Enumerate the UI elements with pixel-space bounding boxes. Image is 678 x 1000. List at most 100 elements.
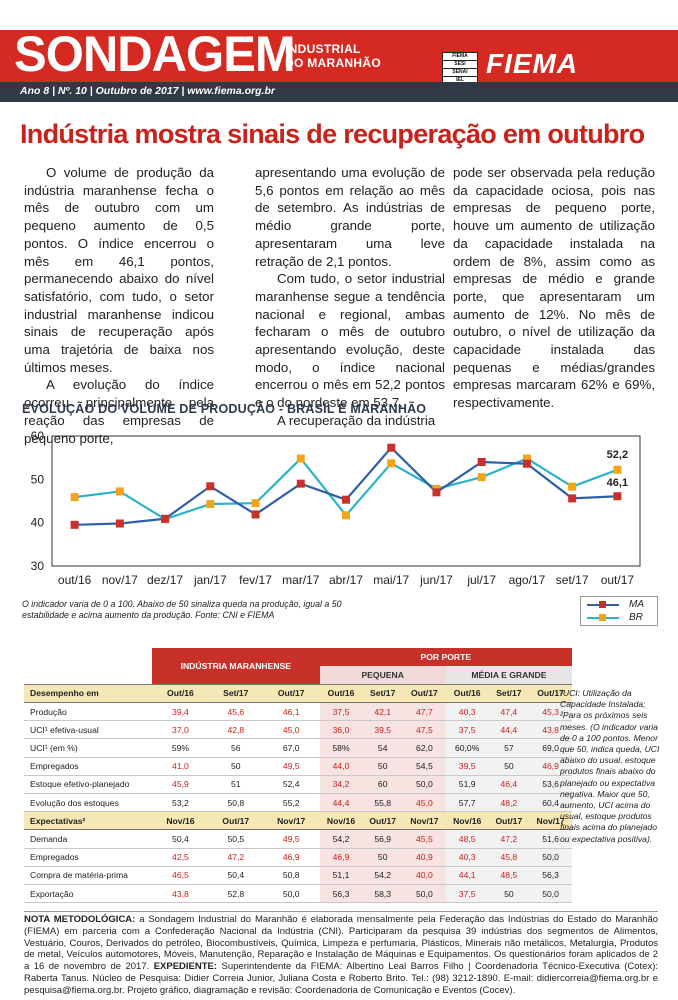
table-cell: 34,2 xyxy=(319,775,363,795)
legend-item-ma: MA xyxy=(587,599,657,611)
subgroup-media: MÉDIA E GRANDE xyxy=(445,666,572,685)
table-group-header: INDÚSTRIA MARANHENSE POR PORTE xyxy=(24,648,572,685)
logo-item: FIEMA xyxy=(443,53,477,61)
table-row: Estoque efetivo-planejado 45,9 51 52,4 34,2 6… xyxy=(24,775,572,795)
table-cell: 36,0 xyxy=(319,720,363,740)
column-header: Out/17 xyxy=(208,811,263,831)
plot-frame xyxy=(51,435,641,567)
table-cell: 60,4 xyxy=(529,793,572,813)
table-cell: 56,3 xyxy=(319,884,363,904)
table-cell: 39,5 xyxy=(445,757,489,776)
data-point-ma xyxy=(115,519,124,528)
legend-item-br: BR xyxy=(587,612,657,624)
row-label: Exportação xyxy=(24,884,152,904)
data-point-ma xyxy=(70,520,79,529)
x-tick-label: jan/17 xyxy=(193,573,227,587)
table-row: Demanda 50,4 50,5 49,5 54,2 56,9 45,5 48,5 47,2 5… xyxy=(24,829,572,849)
column-header: Out/17 xyxy=(403,683,446,704)
empty-cell xyxy=(24,648,152,666)
expediente-label: EXPEDIENTE: xyxy=(153,961,218,973)
table-cell: 47,2 xyxy=(488,829,530,849)
data-point-br xyxy=(70,493,79,502)
table-row: Produção 39,4 45,6 46,1 37,5 42,1 47,7 40,3 47,4… xyxy=(24,702,572,722)
table-cell: 55,2 xyxy=(262,793,320,813)
row-label: UCI¹ (em %) xyxy=(24,738,152,758)
table-cell: 54 xyxy=(362,738,403,758)
table-cell: 45,0 xyxy=(262,720,320,740)
series-line-br xyxy=(74,456,618,521)
table-cell: 42,1 xyxy=(362,702,403,722)
group-porte: POR PORTE xyxy=(319,648,572,667)
article-headline: Indústria mostra sinais de recuperação e… xyxy=(20,119,645,149)
data-point-br xyxy=(387,459,396,468)
data-label-br: 52,2 xyxy=(607,449,628,461)
column-header: Out/17 xyxy=(262,683,320,704)
table-cell: 67,0 xyxy=(262,738,320,758)
section-label: Desempenho em xyxy=(24,683,152,704)
table-cell: 54,5 xyxy=(403,757,446,776)
table-cell: 57 xyxy=(488,738,530,758)
data-point-ma xyxy=(387,443,396,452)
data-point-ma xyxy=(568,494,577,503)
data-point-br xyxy=(296,454,305,463)
table-cell: 50,5 xyxy=(208,829,263,849)
paragraph: O volume de produção da indústria maranh… xyxy=(24,165,214,375)
data-point-br xyxy=(342,511,350,520)
subtitle-line-1: INDUSTRIAL xyxy=(285,42,361,56)
column-header: Out/17 xyxy=(488,811,530,831)
data-point-ma xyxy=(251,510,260,519)
paragraph: apresentando uma evolução de 5,6 pontos … xyxy=(255,165,445,269)
column-header: Out/17 xyxy=(362,811,403,831)
table-cell: 50,0 xyxy=(262,884,320,904)
table-cell: 45,6 xyxy=(208,702,263,722)
section-label: Expectativas² xyxy=(24,811,152,831)
table-row: Evolução dos estoques 53,2 50,8 55,2 44,4 55,… xyxy=(24,793,572,813)
masthead-title: SONDAGEM xyxy=(14,26,296,82)
table-cell: 57,7 xyxy=(445,793,489,813)
table-cell: 37,5 xyxy=(445,884,489,904)
row-label: Empregados xyxy=(24,757,152,776)
table-cell: 50,4 xyxy=(152,829,209,849)
text-column-1: O volume de produção da indústria maranh… xyxy=(24,164,214,447)
table-cell: 37,5 xyxy=(319,702,363,722)
data-point-ma xyxy=(432,488,441,497)
y-tick-label: 40 xyxy=(31,516,45,530)
table-cell: 40,3 xyxy=(445,848,489,867)
fiema-logo: FIEMA SESI SENAI IEL FIEMA xyxy=(442,46,662,86)
column-header: Nov/17 xyxy=(403,811,446,831)
table-cell: 44,0 xyxy=(319,757,363,776)
table-cell: 47,4 xyxy=(488,702,530,722)
table-cell: 50,0 xyxy=(403,884,446,904)
table-cell: 50,4 xyxy=(208,866,263,885)
table-cell: 43,8 xyxy=(529,720,572,740)
table-cell: 59% xyxy=(152,738,209,758)
legend-marker-br xyxy=(599,614,606,621)
masthead-band xyxy=(0,30,678,82)
table-row: UCI¹ (em %) 59% 56 67,0 58% 54 62,0 60,0% 57 69,0 xyxy=(24,738,572,758)
x-tick-label: set/17 xyxy=(556,573,589,587)
empty-cell xyxy=(24,666,152,684)
paragraph: pode ser observada pela redução da capac… xyxy=(453,165,655,411)
paragraph: A recuperação da indústria xyxy=(277,412,436,428)
expediente-text: Superintendente da FIEMA: Albertino Leal… xyxy=(24,961,658,996)
table-row: Empregados 42,5 47,2 46,9 46,9 50 40,9 40,3 45,8… xyxy=(24,848,572,867)
table-cell: 46,9 xyxy=(262,848,320,867)
x-tick-label: out/17 xyxy=(601,573,635,587)
x-tick-label: fev/17 xyxy=(239,573,272,587)
column-header: Set/17 xyxy=(362,683,403,704)
table-cell: 50,8 xyxy=(262,866,320,885)
column-header: Out/16 xyxy=(319,683,363,704)
table-cell: 40,0 xyxy=(403,866,446,885)
issue-bar: Ano 8 | Nº. 10 | Outubro de 2017 | www.f… xyxy=(0,82,678,102)
row-label: Empregados xyxy=(24,848,152,867)
data-point-br xyxy=(613,465,622,474)
table-cell: 51,6 xyxy=(529,829,572,849)
table-cell: 46,9 xyxy=(319,848,363,867)
table-cell: 46,1 xyxy=(262,702,320,722)
table-cell: 44,1 xyxy=(445,866,489,885)
column-header: Set/17 xyxy=(208,683,263,704)
table-section-header: Expectativas² Nov/16 Out/17 Nov/17 Nov/16 Out… xyxy=(24,811,572,831)
table-cell: 50,8 xyxy=(208,793,263,813)
column-header: Out/16 xyxy=(445,683,489,704)
table-cell: 37,5 xyxy=(445,720,489,740)
